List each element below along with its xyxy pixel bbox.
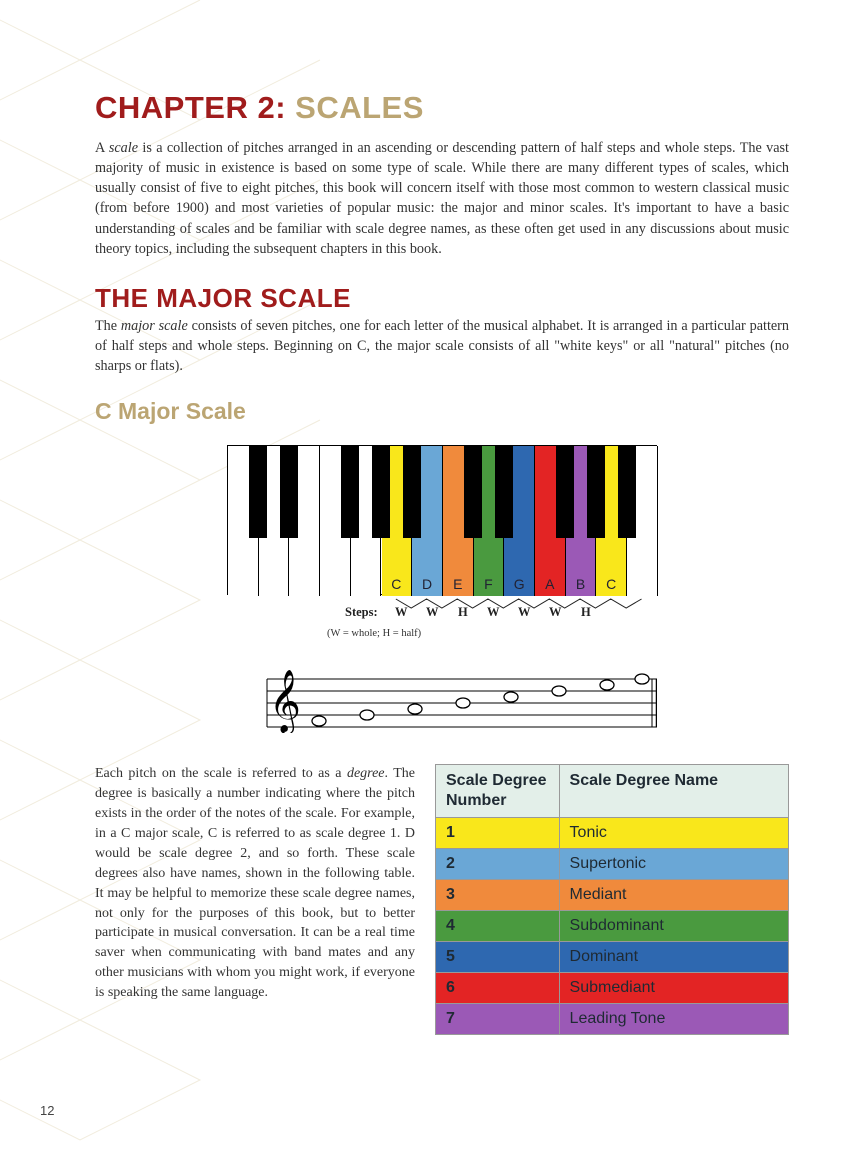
- degree-number: 5: [436, 942, 560, 973]
- black-key: [280, 446, 298, 538]
- black-key: [618, 446, 636, 538]
- chapter-prefix: CHAPTER 2:: [95, 90, 286, 125]
- degree-name: Leading Tone: [559, 1004, 788, 1035]
- degree-name: Tonic: [559, 818, 788, 849]
- svg-text:𝄞: 𝄞: [269, 671, 301, 733]
- piano-diagram: CDEFGABC Steps: WWHWWWH (W = whole; H = …: [227, 445, 657, 639]
- step-value: W: [518, 605, 531, 620]
- key-label: E: [443, 576, 473, 592]
- table-row: 3Mediant: [436, 880, 789, 911]
- chapter-heading: CHAPTER 2: SCALES: [95, 90, 789, 126]
- table-row: 7Leading Tone: [436, 1004, 789, 1035]
- key-label: D: [412, 576, 442, 592]
- black-key: [372, 446, 390, 538]
- degree-number: 3: [436, 880, 560, 911]
- step-value: H: [581, 605, 591, 620]
- major-scale-paragraph: The major scale consists of seven pitche…: [95, 316, 789, 376]
- degree-name: Supertonic: [559, 849, 788, 880]
- step-value: W: [395, 605, 408, 620]
- table-header: Scale Degree Name: [559, 765, 788, 818]
- key-label: C: [596, 576, 626, 592]
- step-value: H: [458, 605, 468, 620]
- scale-degree-table: Scale Degree NumberScale Degree Name 1To…: [435, 764, 789, 1035]
- key-label: A: [535, 576, 565, 592]
- black-key: [587, 446, 605, 538]
- black-key: [464, 446, 482, 538]
- step-value: W: [549, 605, 562, 620]
- degree-name: Mediant: [559, 880, 788, 911]
- section-heading-major-scale: THE MAJOR SCALE: [95, 283, 789, 314]
- degree-number: 2: [436, 849, 560, 880]
- table-row: 5Dominant: [436, 942, 789, 973]
- table-row: 2Supertonic: [436, 849, 789, 880]
- table-row: 1Tonic: [436, 818, 789, 849]
- degree-name: Submediant: [559, 973, 788, 1004]
- staff-notation: 𝄞: [227, 653, 657, 738]
- subsection-heading-c-major: C Major Scale: [95, 398, 789, 425]
- degree-paragraph: Each pitch on the scale is referred to a…: [95, 764, 415, 1035]
- key-label: B: [566, 576, 596, 592]
- key-label: C: [382, 576, 412, 592]
- steps-legend: (W = whole; H = half): [327, 628, 657, 639]
- degree-number: 1: [436, 818, 560, 849]
- table-row: 4Subdominant: [436, 911, 789, 942]
- key-label: F: [474, 576, 504, 592]
- table-row: 6Submediant: [436, 973, 789, 1004]
- chapter-title: SCALES: [295, 90, 424, 125]
- step-value: W: [426, 605, 439, 620]
- degree-number: 6: [436, 973, 560, 1004]
- black-key: [403, 446, 421, 538]
- step-value: W: [487, 605, 500, 620]
- black-key: [495, 446, 513, 538]
- black-key: [341, 446, 359, 538]
- black-key: [556, 446, 574, 538]
- page-number: 12: [40, 1103, 54, 1118]
- degree-number: 4: [436, 911, 560, 942]
- key-label: G: [504, 576, 534, 592]
- degree-number: 7: [436, 1004, 560, 1035]
- black-key: [249, 446, 267, 538]
- degree-name: Subdominant: [559, 911, 788, 942]
- degree-name: Dominant: [559, 942, 788, 973]
- table-header: Scale Degree Number: [436, 765, 560, 818]
- intro-paragraph: A scale is a collection of pitches arran…: [95, 138, 789, 259]
